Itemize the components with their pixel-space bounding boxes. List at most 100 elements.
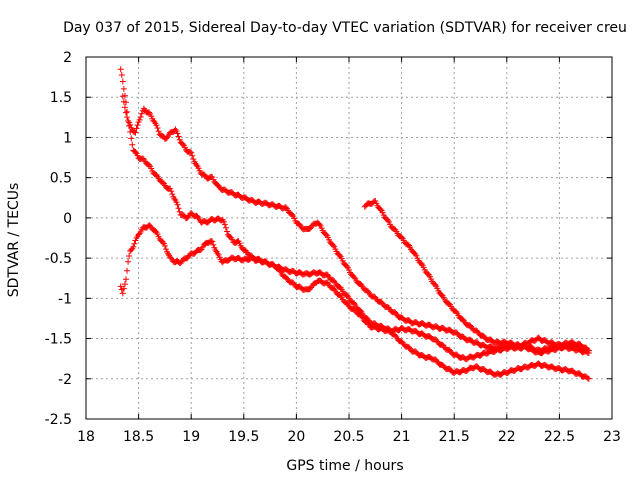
data-point [153, 122, 160, 129]
data-point [174, 201, 181, 208]
data-point [138, 110, 145, 117]
data-point [119, 78, 126, 85]
y-tick-label: 1.5 [50, 90, 72, 106]
data-point [147, 222, 154, 229]
data-point [126, 123, 133, 130]
y-tick-label: -1.5 [45, 332, 72, 348]
data-point [343, 292, 350, 299]
data-point [432, 281, 439, 288]
data-point [177, 260, 184, 267]
data-point [398, 234, 405, 241]
chart-title: Day 037 of 2015, Sidereal Day-to-day VTE… [63, 20, 627, 36]
data-point [223, 228, 230, 235]
x-axis-label: GPS time / hours [286, 458, 403, 474]
x-tick-label: 20.5 [333, 429, 364, 445]
data-point [119, 93, 126, 100]
data-point [175, 205, 182, 212]
data-point [134, 122, 141, 129]
data-point [131, 240, 138, 247]
data-point [210, 241, 217, 248]
data-point [129, 141, 136, 148]
data-point [221, 221, 228, 228]
data-point [220, 218, 227, 225]
data-point [121, 281, 128, 288]
data-point [171, 195, 178, 202]
x-tick-label: 20 [287, 429, 305, 445]
data-point [155, 128, 162, 135]
data-point [193, 162, 200, 169]
data-point [418, 260, 425, 267]
data-point [236, 240, 243, 247]
data-point [585, 347, 592, 354]
x-tick-label: 19 [182, 429, 200, 445]
data-point [154, 124, 161, 131]
data-point [336, 252, 343, 259]
data-point [433, 337, 440, 344]
series-track-3 [117, 222, 592, 382]
data-point [133, 125, 140, 132]
data-point [124, 267, 131, 274]
x-tick-label: 18.5 [123, 429, 154, 445]
data-point [209, 174, 216, 181]
data-point [137, 114, 144, 121]
data-point [124, 108, 131, 115]
data-point [161, 242, 168, 249]
data-point [195, 165, 202, 172]
data-point [127, 128, 134, 135]
data-point [130, 243, 137, 250]
x-tick-label: 21.5 [439, 429, 470, 445]
data-point [126, 252, 133, 259]
series-track-2 [119, 93, 592, 363]
data-point [585, 375, 592, 382]
data-point [127, 121, 134, 128]
data-point [405, 344, 412, 351]
y-tick-label: -2 [58, 372, 72, 388]
data-point [307, 225, 314, 232]
y-tick-label: -2.5 [45, 412, 72, 428]
data-point [132, 148, 139, 155]
x-tick-label: 22.5 [544, 429, 575, 445]
data-point [433, 357, 440, 364]
data-point [168, 188, 175, 195]
x-tick-label: 23 [603, 429, 621, 445]
data-point [176, 136, 183, 143]
data-point [392, 309, 399, 316]
x-tick-label: 22 [498, 429, 516, 445]
data-point [128, 246, 135, 253]
y-tick-label: -0.5 [45, 251, 72, 267]
data-point [446, 347, 453, 354]
data-point [179, 141, 186, 148]
data-point [175, 133, 182, 140]
data-point [122, 276, 129, 283]
data-point [343, 300, 350, 307]
x-tick-label: 18 [77, 429, 95, 445]
data-point [120, 285, 127, 292]
data-point [290, 279, 297, 286]
data-point [379, 209, 386, 216]
data-point [188, 149, 195, 156]
data-point [124, 114, 131, 121]
data-point [282, 204, 289, 211]
data-point [289, 211, 296, 218]
data-point [118, 72, 125, 79]
data-point [159, 179, 166, 186]
data-point [146, 109, 153, 116]
data-point [296, 221, 303, 228]
data-point [121, 104, 128, 111]
data-point [222, 224, 229, 231]
data-point [117, 283, 124, 290]
data-point [153, 171, 160, 178]
y-tick-label: -1 [58, 291, 72, 307]
data-points [117, 66, 592, 382]
axis-ticks [85, 56, 613, 420]
y-tick-label: 1 [63, 130, 72, 146]
data-point [162, 246, 169, 253]
y-tick-labels: 2 1.5 1 0.5 0 -0.5 -1 -1.5 -2 -2.5 [45, 50, 72, 428]
data-point [190, 156, 197, 163]
y-tick-label: 0.5 [50, 171, 72, 187]
x-tick-label: 19.5 [228, 429, 259, 445]
y-tick-label: 0 [63, 211, 72, 227]
x-tick-labels: 18 18.5 19 19.5 20 20.5 21 21.5 22 22.5 23 [77, 429, 621, 445]
data-point [125, 118, 132, 125]
data-point [187, 148, 194, 155]
